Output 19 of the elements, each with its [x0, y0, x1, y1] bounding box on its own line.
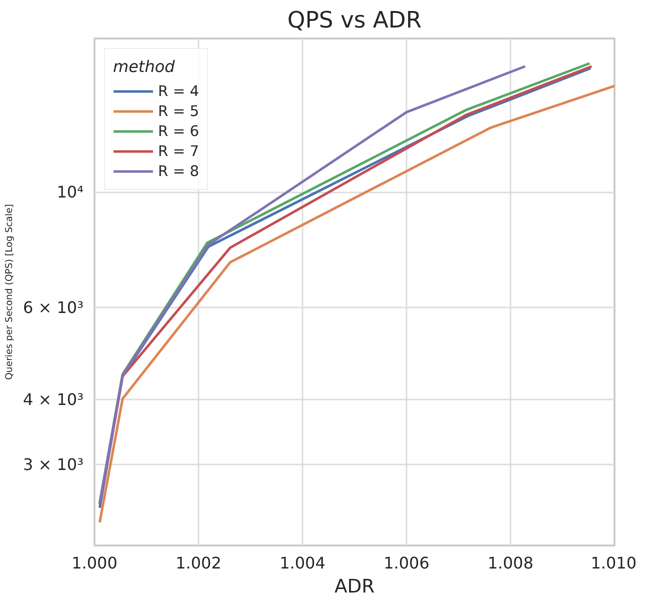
legend-label: R = 8 — [158, 162, 200, 180]
legend-label: R = 5 — [158, 102, 200, 120]
x-tick-label: 1.010 — [590, 554, 637, 572]
y-tick-label: 4 × 10³ — [22, 390, 84, 410]
x-tick-label: 1.008 — [488, 554, 534, 572]
x-tick-label: 1.004 — [280, 554, 326, 572]
y-axis-title: Queries per Second (QPS) [Log Scale] — [4, 204, 15, 380]
y-tick-label: 3 × 10³ — [22, 455, 84, 474]
y-tick-label: 6 × 10³ — [22, 298, 84, 318]
x-axis-title: ADR — [334, 576, 375, 598]
x-tick-label: 1.006 — [384, 554, 430, 572]
legend-label: R = 7 — [158, 142, 200, 160]
legend-label: R = 4 — [158, 82, 200, 100]
y-tick-label: 10⁴ — [56, 182, 84, 202]
chart-title: QPS vs ADR — [287, 8, 422, 34]
legend-title: method — [113, 57, 176, 76]
legend-label: R = 6 — [158, 122, 200, 140]
x-tick-label: 1.002 — [176, 554, 222, 572]
x-tick-label: 1.000 — [72, 554, 118, 572]
